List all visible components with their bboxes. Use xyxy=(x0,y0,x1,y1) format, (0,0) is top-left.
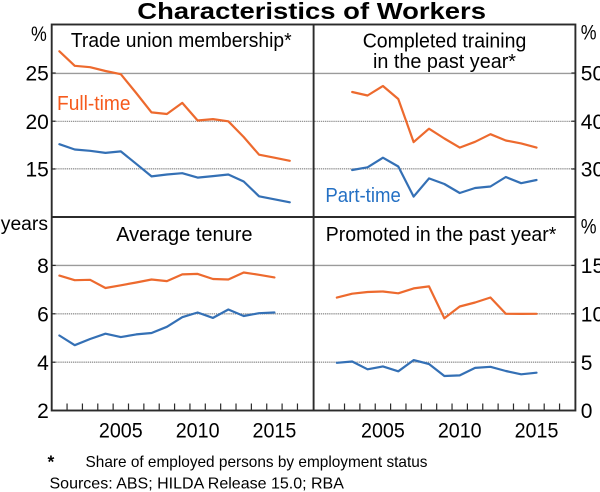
svg-text:in the past year*: in the past year* xyxy=(373,51,516,73)
svg-text:6: 6 xyxy=(37,303,49,326)
svg-text:Sources: ABS; HILDA Release 15: Sources: ABS; HILDA Release 15.0; RBA xyxy=(50,475,345,492)
svg-text:2005: 2005 xyxy=(361,419,405,442)
svg-text:*: * xyxy=(48,451,55,471)
svg-text:2010: 2010 xyxy=(176,419,220,442)
svg-text:4: 4 xyxy=(37,352,49,375)
svg-text:Share of employed persons by e: Share of employed persons by employment … xyxy=(86,454,428,471)
svg-text:%: % xyxy=(581,21,597,45)
svg-text:25: 25 xyxy=(25,63,48,86)
svg-text:5: 5 xyxy=(581,352,593,375)
svg-text:Average tenure: Average tenure xyxy=(116,224,252,246)
svg-text:30: 30 xyxy=(581,159,600,182)
svg-text:Characteristics of Workers: Characteristics of Workers xyxy=(137,0,486,24)
svg-text:Full-time: Full-time xyxy=(57,93,131,115)
svg-text:Promoted in the past year*: Promoted in the past year* xyxy=(326,224,557,246)
svg-text:2015: 2015 xyxy=(253,419,297,442)
svg-text:15: 15 xyxy=(581,255,600,278)
svg-text:%: % xyxy=(581,215,597,239)
svg-text:2: 2 xyxy=(37,400,49,423)
svg-text:40: 40 xyxy=(581,111,600,134)
svg-text:Completed training: Completed training xyxy=(363,30,527,52)
svg-text:2010: 2010 xyxy=(438,419,482,442)
svg-text:8: 8 xyxy=(37,255,49,278)
svg-text:%: % xyxy=(31,22,47,46)
svg-text:years: years xyxy=(1,214,48,235)
svg-text:50: 50 xyxy=(581,63,600,86)
svg-text:Trade union membership*: Trade union membership* xyxy=(71,30,292,52)
svg-text:10: 10 xyxy=(581,303,600,326)
svg-text:Part-time: Part-time xyxy=(325,185,400,207)
svg-text:2015: 2015 xyxy=(515,419,559,442)
svg-text:15: 15 xyxy=(25,159,48,182)
svg-text:0: 0 xyxy=(581,400,593,423)
svg-text:20: 20 xyxy=(25,111,48,134)
svg-text:2005: 2005 xyxy=(99,419,143,442)
